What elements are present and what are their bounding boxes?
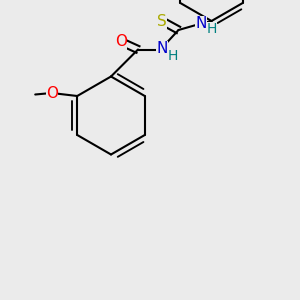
Text: S: S <box>157 14 167 28</box>
Text: H: H <box>207 22 217 36</box>
Text: O: O <box>46 85 58 100</box>
Text: N: N <box>156 41 168 56</box>
Text: N: N <box>195 16 207 31</box>
Text: O: O <box>116 34 128 50</box>
Text: H: H <box>168 49 178 63</box>
